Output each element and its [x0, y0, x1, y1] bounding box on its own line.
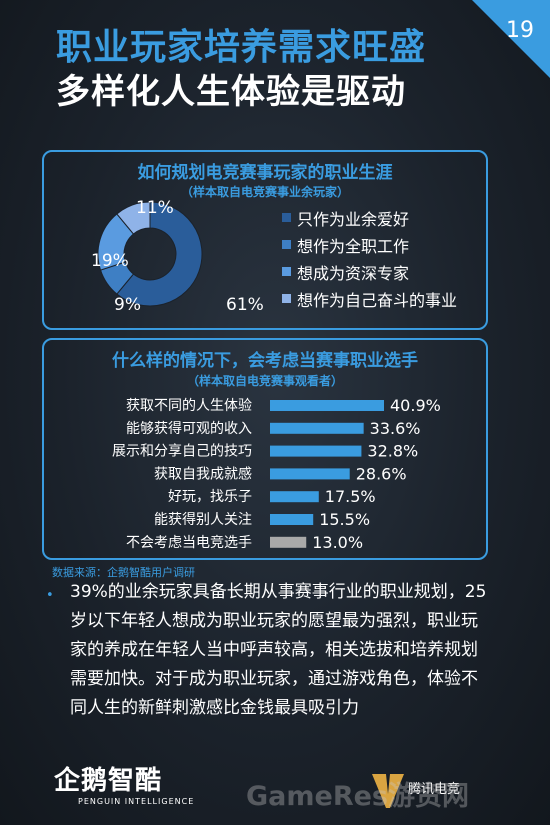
bar-category-label: 能够获得可观的收入: [126, 420, 252, 437]
bar-value-label: 17.5%: [325, 487, 376, 506]
bar: [270, 514, 314, 525]
page-subtitle: 多样化人生体验是驱动: [56, 72, 406, 112]
bar: [270, 536, 307, 548]
bar: [270, 445, 362, 457]
legend-swatch: [282, 240, 291, 249]
donut-value-label-2: 19%: [91, 251, 129, 271]
legend-swatch: [282, 213, 291, 222]
bar-category-label: 能获得别人关注: [154, 511, 252, 528]
page-number: 19: [506, 18, 534, 43]
penguin-logo-subtext: PENGUIN INTELLIGENCE: [78, 797, 195, 806]
donut-chart: [97, 201, 203, 307]
legend-label: 只作为业余爱好: [297, 210, 410, 229]
bar: [270, 468, 350, 480]
data-source: 数据来源：企鹅智酷用户调研: [52, 566, 195, 579]
bar-value-label: 33.6%: [370, 419, 421, 438]
tencent-esports-icon: [372, 774, 404, 808]
bar-category-label: 获取不同的人生体验: [126, 398, 252, 414]
career-plan-title: 如何规划电竞赛事玩家的职业生涯: [137, 163, 393, 183]
tencent-esports-label: 腾讯电竞: [408, 782, 461, 797]
donut-value-label-0: 61%: [226, 295, 264, 315]
watermark: GameRes游资网: [246, 781, 470, 812]
donut-value-label-3: 11%: [136, 198, 174, 218]
motivation-subtitle: （样本取自电竞赛事观看者）: [186, 374, 343, 388]
legend-label: 想作为全职工作: [297, 237, 410, 256]
corner-triangle: [472, 0, 550, 78]
penguin-logo-text: 企鹅智酷: [54, 766, 163, 796]
bar-value-label: 40.9%: [390, 396, 441, 415]
bar: [270, 400, 384, 411]
bar-value-label: 15.5%: [319, 510, 370, 529]
motivation-title: 什么样的情况下，会考虑当赛事职业选手: [112, 351, 418, 371]
bar-category-label: 展示和分享自己的技巧: [112, 443, 252, 460]
legend-label: 想成为资深专家: [297, 264, 410, 283]
bar: [270, 491, 319, 503]
bar-value-label: 32.8%: [367, 442, 418, 461]
bar: [270, 422, 364, 434]
summary-paragraph: 39%的业余玩家具备长期从事赛事行业的职业规划，25岁以下年轻人想成为职业玩家的…: [70, 582, 487, 718]
bar-value-label: 28.6%: [356, 464, 407, 483]
career-plan-panel: 如何规划电竞赛事玩家的职业生涯 （样本取自电竞赛事业余玩家）: [42, 150, 488, 330]
bar-category-label: 不会考虑当电竞选手: [126, 534, 252, 551]
legend-label: 想作为自己奋斗的事业: [297, 291, 458, 310]
donut-value-label-1: 9%: [114, 295, 141, 315]
motivation-panel: 什么样的情况下，会考虑当赛事职业选手 （样本取自电竞赛事观看者）: [42, 338, 488, 560]
bar-category-label: 好玩，找乐子: [168, 489, 252, 505]
donut-slice: [116, 201, 151, 235]
donut-slice: [116, 201, 203, 307]
legend-swatch: [282, 267, 291, 276]
bar-value-label: 13.0%: [312, 533, 363, 552]
page-title: 职业玩家培养需求旺盛: [56, 27, 427, 68]
bullet-icon: •: [46, 588, 54, 603]
bar-category-label: 获取自我成就感: [154, 465, 252, 482]
career-plan-subtitle: （样本取自电竞赛事业余玩家）: [180, 185, 349, 199]
legend-swatch: [282, 294, 291, 303]
